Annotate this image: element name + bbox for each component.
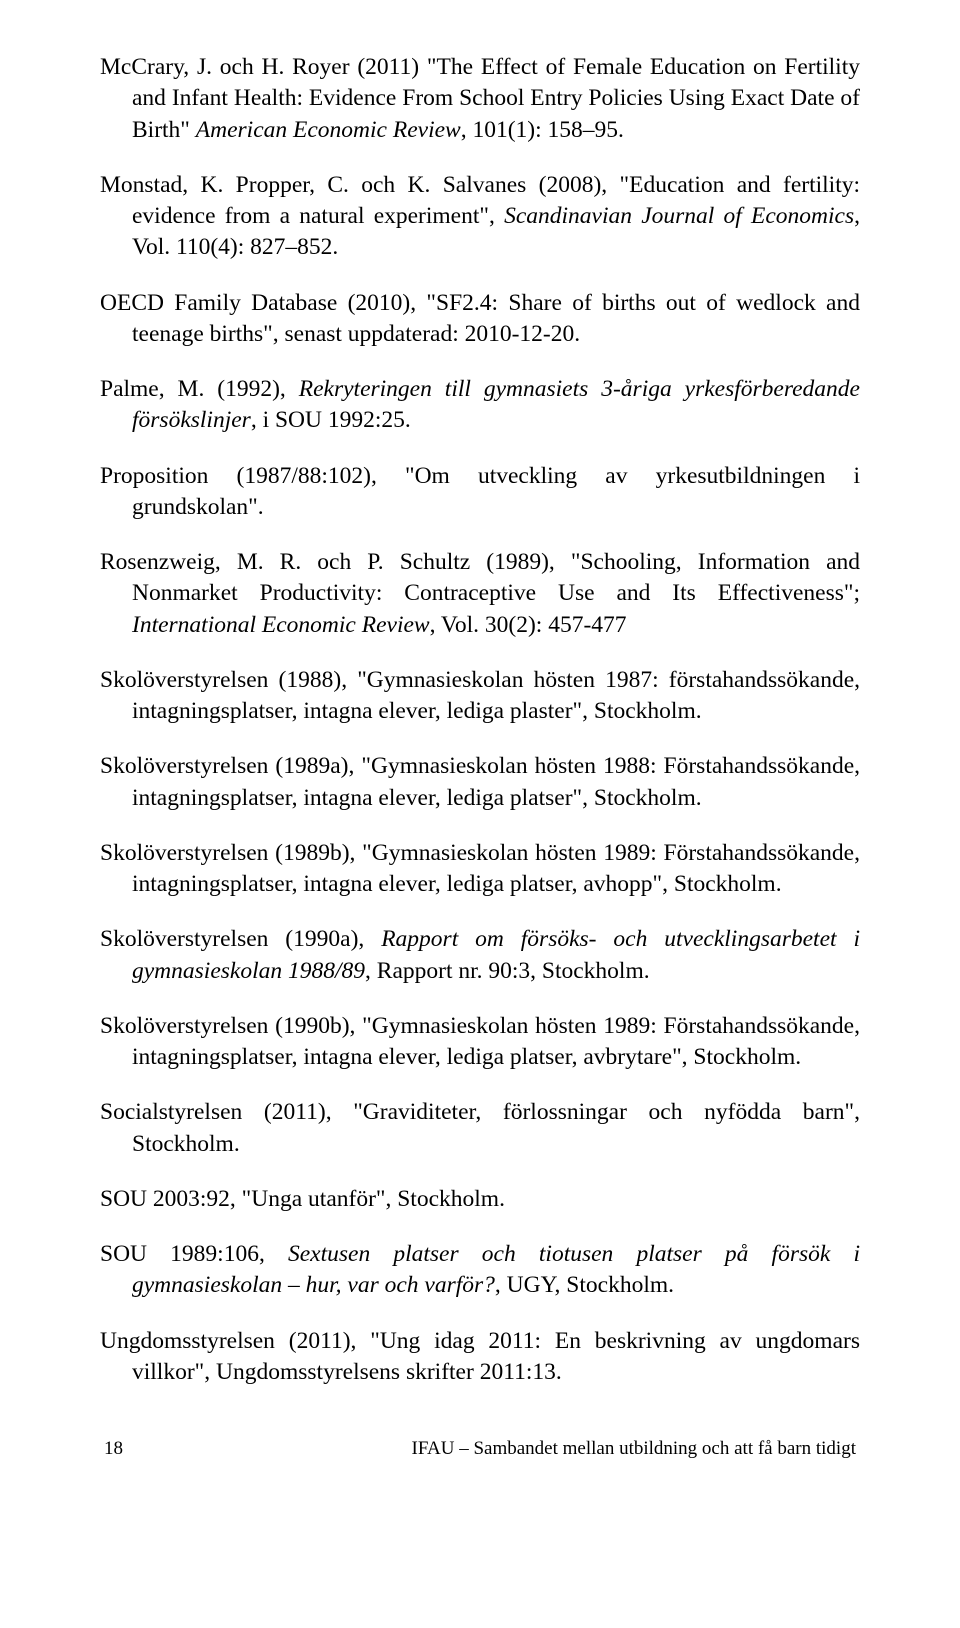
reference-entry: SOU 1989:106, Sextusen platser och tiotu…	[100, 1239, 860, 1302]
reference-entry: Ungdomsstyrelsen (2011), "Ung idag 2011:…	[100, 1326, 860, 1389]
reference-entry: Skolöverstyrelsen (1989b), "Gymnasieskol…	[100, 838, 860, 901]
reference-text-post: , Rapport nr. 90:3, Stockholm.	[365, 958, 650, 984]
reference-entry: Rosenzweig, M. R. och P. Schultz (1989),…	[100, 547, 860, 641]
reference-entry: Skolöverstyrelsen (1989a), "Gymnasieskol…	[100, 751, 860, 814]
reference-text-pre: OECD Family Database (2010), "SF2.4: Sha…	[100, 290, 860, 347]
footer-source: IFAU – Sambandet mellan utbildning och a…	[412, 1438, 856, 1460]
reference-entry: Proposition (1987/88:102), "Om utvecklin…	[100, 461, 860, 524]
reference-text-post: , 101(1): 158–95.	[461, 117, 624, 143]
reference-italic: American Economic Review	[196, 117, 461, 143]
reference-entry: Palme, M. (1992), Rekryteringen till gym…	[100, 374, 860, 437]
reference-italic: Scandinavian Journal of Economics	[504, 203, 854, 229]
reference-text-pre: Rosenzweig, M. R. och P. Schultz (1989),…	[100, 549, 860, 606]
reference-text-pre: SOU 2003:92, "Unga utanför", Stockholm.	[100, 1186, 505, 1212]
reference-text-pre: Skolöverstyrelsen (1990a),	[100, 926, 381, 952]
reference-entry: McCrary, J. och H. Royer (2011) "The Eff…	[100, 52, 860, 146]
reference-text-pre: Skolöverstyrelsen (1989b), "Gymnasieskol…	[100, 840, 860, 897]
reference-italic: International Economic Review	[132, 612, 430, 638]
reference-text-pre: Palme, M. (1992),	[100, 376, 299, 402]
reference-text-pre: SOU 1989:106,	[100, 1241, 288, 1267]
reference-text-pre: Proposition (1987/88:102), "Om utvecklin…	[100, 463, 860, 520]
reference-text-pre: Socialstyrelsen (2011), "Graviditeter, f…	[100, 1099, 860, 1156]
reference-text-post: , i SOU 1992:25.	[251, 407, 411, 433]
page-footer: 18 IFAU – Sambandet mellan utbildning oc…	[100, 1438, 860, 1460]
reference-text-post: , Vol. 30(2): 457-477	[430, 612, 627, 638]
reference-entry: Skolöverstyrelsen (1990b), "Gymnasieskol…	[100, 1011, 860, 1074]
reference-entry: OECD Family Database (2010), "SF2.4: Sha…	[100, 288, 860, 351]
reference-entry: Monstad, K. Propper, C. och K. Salvanes …	[100, 170, 860, 264]
reference-text-post: , UGY, Stockholm.	[495, 1272, 674, 1298]
reference-entry: SOU 2003:92, "Unga utanför", Stockholm.	[100, 1184, 860, 1215]
reference-text-pre: Skolöverstyrelsen (1988), "Gymnasieskola…	[100, 667, 860, 724]
reference-entry: Skolöverstyrelsen (1990a), Rapport om fö…	[100, 924, 860, 987]
reference-text-pre: Skolöverstyrelsen (1989a), "Gymnasieskol…	[100, 753, 860, 810]
reference-entry: Skolöverstyrelsen (1988), "Gymnasieskola…	[100, 665, 860, 728]
reference-text-pre: Skolöverstyrelsen (1990b), "Gymnasieskol…	[100, 1013, 860, 1070]
reference-text-pre: Ungdomsstyrelsen (2011), "Ung idag 2011:…	[100, 1328, 860, 1385]
reference-entry: Socialstyrelsen (2011), "Graviditeter, f…	[100, 1097, 860, 1160]
page-number: 18	[104, 1438, 123, 1460]
page-body: McCrary, J. och H. Royer (2011) "The Eff…	[0, 0, 960, 1530]
